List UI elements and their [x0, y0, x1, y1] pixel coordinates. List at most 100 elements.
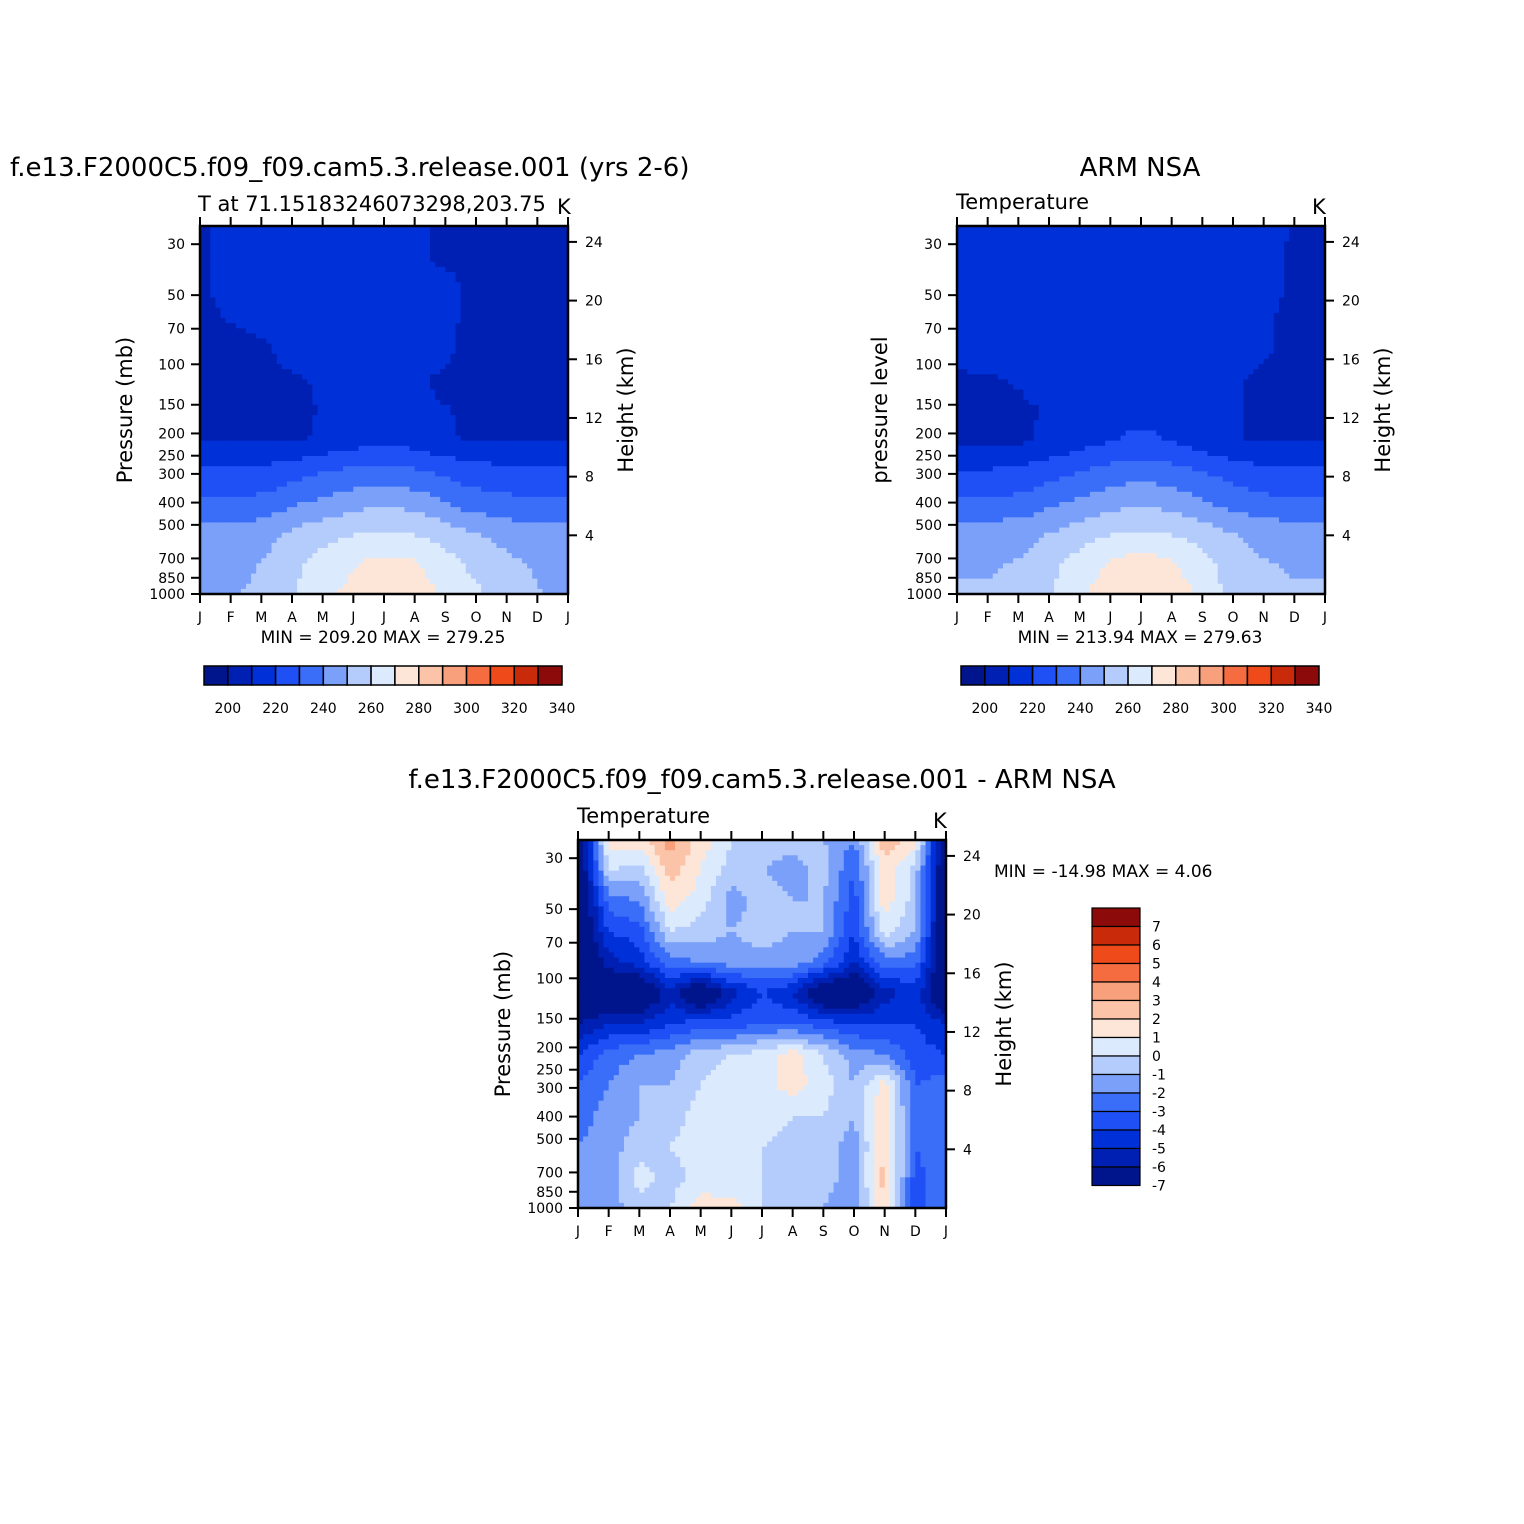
contour-cell	[348, 440, 354, 447]
contour-cell	[358, 425, 365, 432]
contour-cell	[225, 256, 232, 263]
contour-cell	[384, 502, 390, 508]
contour-cell	[302, 297, 308, 304]
contour-cell	[251, 318, 257, 324]
contour-cell	[302, 318, 308, 324]
contour-cell	[343, 507, 349, 513]
contour-cell	[327, 563, 334, 570]
contour-cell	[327, 328, 334, 334]
contour-cell	[430, 292, 436, 299]
contour-cell	[501, 226, 508, 232]
contour-cell	[394, 471, 400, 478]
contour-cell	[378, 338, 385, 345]
contour-cell	[537, 553, 544, 559]
contour-cell	[373, 256, 380, 263]
contour-cell	[491, 548, 498, 554]
contour-cell	[281, 512, 288, 518]
contour-cell	[322, 425, 329, 432]
contour-cell	[552, 323, 559, 329]
contour-cell	[460, 507, 467, 513]
contour-cell	[419, 394, 426, 401]
contour-cell	[230, 266, 237, 273]
contour-cell	[348, 445, 354, 452]
contour-cell	[409, 542, 416, 549]
contour-cell	[552, 466, 559, 472]
contour-cell	[394, 548, 400, 554]
contour-cell	[317, 512, 324, 518]
contour-cell	[210, 302, 216, 309]
contour-cell	[266, 318, 273, 324]
contour-cell	[409, 272, 416, 278]
contour-cell	[363, 420, 370, 426]
contour-cell	[532, 399, 538, 406]
contour-cell	[338, 563, 344, 570]
contour-cell	[251, 348, 257, 355]
contour-cell	[348, 425, 354, 432]
contour-cell	[332, 394, 339, 401]
contour-cell	[537, 435, 544, 442]
contour-cell	[496, 307, 503, 314]
contour-cell	[404, 256, 411, 263]
contour-cell	[404, 236, 411, 242]
contour-cell	[419, 297, 426, 304]
contour-cell	[562, 542, 569, 549]
contour-cell	[230, 394, 237, 401]
contour-cell	[292, 507, 298, 513]
contour-cell	[338, 353, 344, 360]
contour-cell	[353, 379, 360, 386]
contour-cell	[419, 231, 426, 237]
contour-cell	[409, 287, 416, 294]
contour-cell	[210, 440, 216, 447]
contour-cell	[547, 491, 554, 498]
contour-cell	[353, 450, 360, 457]
contour-cell	[256, 353, 262, 360]
contour-cell	[332, 287, 339, 294]
contour-cell	[424, 384, 431, 391]
contour-cell	[251, 420, 257, 426]
contour-cell	[430, 384, 436, 391]
contour-cell	[384, 466, 390, 472]
contour-cell	[435, 548, 441, 554]
contour-cell	[215, 246, 222, 253]
contour-cell	[450, 415, 457, 421]
contour-cell	[312, 404, 319, 411]
contour-cell	[409, 486, 416, 493]
contour-cell	[327, 226, 334, 232]
contour-cell	[378, 266, 385, 273]
contour-cell	[256, 568, 262, 575]
contour-cell	[205, 507, 211, 513]
contour-cell	[542, 241, 549, 248]
contour-cell	[542, 502, 549, 508]
contour-cell	[261, 491, 268, 498]
contour-cell	[220, 445, 227, 452]
contour-cell	[343, 389, 349, 396]
contour-cell	[511, 297, 518, 304]
contour-cell	[450, 358, 457, 365]
contour-cell	[430, 496, 436, 503]
contour-cell	[470, 287, 477, 294]
contour-cell	[332, 292, 339, 299]
contour-cell	[210, 425, 216, 432]
contour-cell	[460, 548, 467, 554]
contour-cell	[445, 435, 452, 442]
contour-cell	[470, 415, 477, 421]
contour-cell	[532, 333, 538, 340]
contour-cell	[440, 297, 446, 304]
contour-cell	[215, 430, 222, 437]
contour-cell	[368, 461, 375, 467]
contour-cell	[338, 369, 344, 375]
contour-cell	[363, 389, 370, 396]
contour-cell	[419, 404, 426, 411]
contour-cell	[527, 542, 533, 549]
contour-cell	[373, 450, 380, 457]
contour-cell	[384, 266, 390, 273]
contour-cell	[240, 338, 247, 345]
contour-cell	[562, 481, 569, 488]
contour-cell	[532, 491, 538, 498]
contour-cell	[501, 471, 508, 478]
contour-cell	[235, 318, 242, 324]
model-left-axis-label: Pressure (mb)	[113, 337, 137, 484]
contour-cell	[450, 512, 457, 518]
contour-cell	[358, 532, 365, 539]
contour-cell	[358, 522, 365, 529]
